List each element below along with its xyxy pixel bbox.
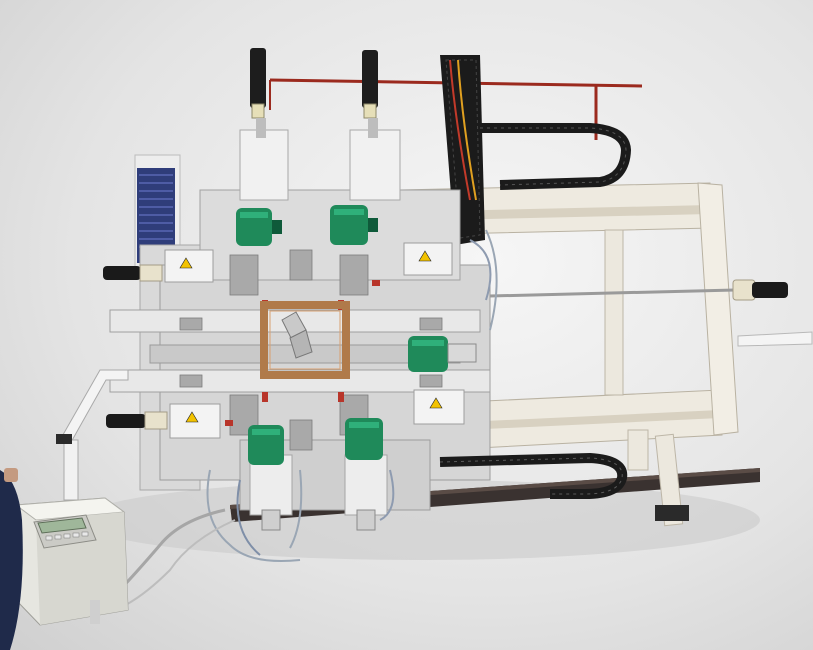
left-clamp-lower <box>106 411 168 430</box>
operator-console <box>14 497 129 626</box>
top-left-head <box>239 48 289 201</box>
spindle-motor-bottom-right <box>345 418 383 460</box>
spindle-motor-top-right <box>330 205 378 245</box>
junction-box-top-right <box>403 242 453 276</box>
left-support-arm <box>56 369 129 501</box>
operator-person-partial <box>0 468 23 650</box>
warning-triangle-icon <box>179 257 193 269</box>
spindle-motor-bottom-left <box>248 425 284 465</box>
junction-box-bottom-right <box>413 389 465 425</box>
spindle-motor-top-left <box>236 208 282 246</box>
junction-box-bottom-left <box>169 403 221 439</box>
junction-box-top-left <box>164 249 214 283</box>
warning-triangle-icon <box>418 250 432 262</box>
left-clamp-upper <box>103 264 163 282</box>
warning-triangle-icon <box>429 397 443 409</box>
warning-triangle-icon <box>185 411 199 423</box>
window-frame-workpiece <box>260 301 350 379</box>
spindle-motor-middle-right <box>408 336 477 372</box>
console-keypad <box>33 514 97 549</box>
bottom-cable-chain <box>439 452 628 499</box>
top-right-head <box>349 50 401 201</box>
bottom-right-head <box>344 454 388 531</box>
